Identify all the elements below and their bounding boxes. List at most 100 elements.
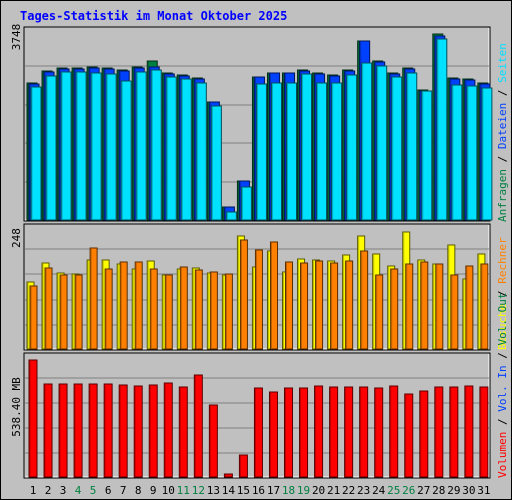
- bar-bottom-volumen-day-21: [329, 386, 339, 478]
- bar-bottom-volumen-day-25: [389, 385, 399, 478]
- bar-top-seiten-day-21: [331, 82, 343, 221]
- bar-middle-rechner-day-28: [435, 263, 444, 350]
- y-max-label-middle: 248: [10, 228, 23, 248]
- bar-bottom-volumen-day-19: [299, 387, 309, 478]
- x-day-label-9: 9: [150, 484, 157, 497]
- bar-bottom-volumen-day-15: [238, 454, 248, 478]
- y-axis-labels: 3748 248 538.40 MB: [10, 24, 23, 437]
- bar-bottom-volumen-day-16: [253, 387, 263, 478]
- bar-middle-rechner-day-26: [405, 263, 414, 350]
- x-day-label-11: 11: [177, 484, 190, 497]
- bar-bottom-volumen-day-24: [374, 387, 384, 478]
- bar-top-seiten-day-1: [30, 86, 42, 221]
- bar-bottom-volumen-day-29: [449, 386, 459, 478]
- bar-bottom-volumen-day-7: [118, 384, 128, 478]
- bar-top-seiten-day-9: [150, 69, 162, 221]
- legend-separator: /: [496, 284, 509, 304]
- bar-bottom-volumen-day-14: [223, 473, 233, 478]
- bar-top-seiten-day-25: [391, 76, 403, 221]
- bar-top-seiten-day-8: [135, 71, 147, 221]
- x-day-label-6: 6: [105, 484, 112, 497]
- bar-middle-rechner-day-20: [315, 260, 324, 350]
- bar-middle-rechner-day-3: [59, 274, 68, 350]
- x-day-label-29: 29: [447, 484, 460, 497]
- side-legend-bottom: Volumen / Vol. In / Vol. Out: [496, 293, 509, 478]
- side-legend-middle: Besuche / Rechner: [496, 237, 509, 350]
- bar-bottom-volumen-day-17: [268, 391, 278, 478]
- chart-title: Tages-Statistik im Monat Oktober 2025: [20, 9, 287, 23]
- legend-item-besuche: Besuche: [496, 304, 509, 350]
- legend-separator: /: [496, 346, 509, 366]
- x-day-label-13: 13: [207, 484, 220, 497]
- bar-bottom-volumen-day-2: [43, 383, 53, 478]
- x-day-label-20: 20: [312, 484, 325, 497]
- bar-top-seiten-day-30: [466, 85, 478, 221]
- bar-bottom-volumen-day-10: [163, 382, 173, 478]
- bar-top-seiten-day-13: [210, 105, 222, 221]
- bar-bottom-volumen-day-27: [419, 390, 429, 478]
- bar-bottom-volumen-day-26: [404, 393, 414, 478]
- bar-bottom-volumen-day-28: [434, 386, 444, 478]
- legend-separator: /: [496, 149, 509, 169]
- x-day-label-17: 17: [267, 484, 280, 497]
- bar-middle-rechner-day-2: [44, 267, 53, 350]
- x-day-label-10: 10: [162, 484, 175, 497]
- bar-middle-rechner-day-16: [254, 249, 263, 350]
- bar-top-seiten-day-7: [120, 80, 132, 221]
- x-day-label-15: 15: [237, 484, 250, 497]
- bar-bottom-volumen-day-4: [73, 383, 83, 478]
- x-day-label-8: 8: [135, 484, 142, 497]
- bar-middle-rechner-day-27: [420, 261, 429, 350]
- bar-top-seiten-day-28: [436, 38, 448, 221]
- x-day-label-25: 25: [387, 484, 400, 497]
- side-legend: Anfragen / Dateien / Seiten Besuche / Rec…: [496, 43, 509, 478]
- x-day-label-28: 28: [432, 484, 445, 497]
- y-max-label-bottom: 538.40 MB: [10, 377, 23, 437]
- bar-middle-rechner-day-24: [375, 274, 384, 350]
- bar-middle-rechner-day-23: [360, 250, 369, 350]
- bar-top-seiten-day-5: [90, 72, 102, 221]
- bar-middle-rechner-day-19: [300, 262, 309, 350]
- x-day-label-23: 23: [357, 484, 370, 497]
- bar-top-seiten-day-16: [255, 83, 267, 221]
- legend-item-volumen: Volumen: [496, 432, 509, 478]
- bar-middle-rechner-day-9: [149, 268, 158, 350]
- bar-bottom-volumen-day-18: [284, 387, 294, 478]
- bar-middle-rechner-day-12: [194, 269, 203, 350]
- bar-middle-rechner-day-8: [134, 261, 143, 350]
- bar-bottom-volumen-day-30: [464, 385, 474, 478]
- legend-item-vol-in: Vol. In: [496, 365, 509, 411]
- bar-top-seiten-day-18: [286, 82, 298, 221]
- bar-top-seiten-day-29: [451, 84, 463, 221]
- bar-middle-rechner-day-15: [239, 239, 248, 350]
- bar-bottom-volumen-day-20: [314, 385, 324, 478]
- bar-top-seiten-day-2: [45, 75, 57, 221]
- bar-middle-rechner-day-5: [89, 247, 98, 350]
- x-day-label-3: 3: [60, 484, 67, 497]
- legend-item-rechner: Rechner: [496, 237, 509, 284]
- bar-bottom-volumen-day-13: [208, 404, 218, 478]
- bar-middle-rechner-day-31: [480, 263, 489, 350]
- bar-middle-rechner-day-29: [450, 274, 459, 350]
- x-axis-day-labels: 1 2 3 4 5 6 7 8 9 10 11 12 13 14 15 16 17 18 19 20 21 22 23 24 2…: [30, 484, 491, 497]
- bar-bottom-volumen-day-23: [359, 386, 369, 478]
- x-day-label-19: 19: [297, 484, 310, 497]
- legend-item-dateien: Dateien: [496, 103, 509, 149]
- bar-middle-rechner-day-18: [285, 261, 294, 350]
- bar-middle-rechner-day-11: [179, 266, 188, 350]
- x-day-label-4: 4: [75, 484, 82, 497]
- x-day-label-18: 18: [282, 484, 295, 497]
- bar-middle-rechner-day-25: [390, 268, 399, 350]
- x-day-label-26: 26: [402, 484, 415, 497]
- x-day-label-5: 5: [90, 484, 97, 497]
- bar-top-seiten-day-27: [421, 90, 433, 221]
- bar-top-seiten-day-23: [361, 62, 373, 221]
- bar-bottom-volumen-day-3: [58, 383, 68, 478]
- bar-bottom-volumen-day-31: [479, 386, 489, 478]
- x-day-label-14: 14: [222, 484, 236, 497]
- bar-top-seiten-day-3: [60, 71, 72, 221]
- bars: [26, 33, 493, 478]
- x-day-label-16: 16: [252, 484, 265, 497]
